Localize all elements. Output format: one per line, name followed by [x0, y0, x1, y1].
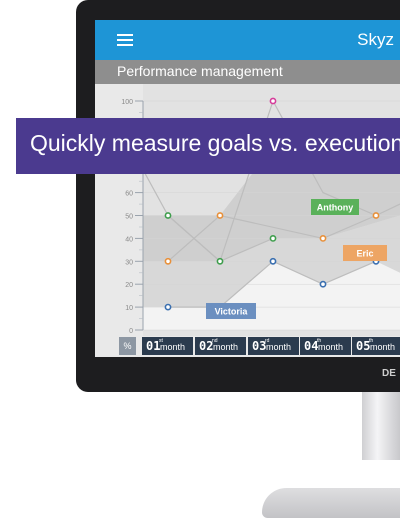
- series-label-box: [343, 245, 387, 261]
- month-word: month: [318, 342, 344, 352]
- series-label-box: [206, 303, 256, 319]
- app-bar: Skyz: [95, 20, 400, 60]
- brand-logo: Skyz: [357, 30, 394, 49]
- monitor-stand-neck: [362, 392, 400, 460]
- data-point: [319, 280, 327, 288]
- data-point: [319, 234, 327, 242]
- data-point: [269, 97, 277, 105]
- monitor-logo: DE: [382, 368, 396, 379]
- page-title: Performance management: [117, 63, 283, 79]
- y-tick-label: 0: [129, 328, 133, 335]
- menu-icon[interactable]: [117, 34, 133, 46]
- y-tick-label: 20: [125, 282, 133, 289]
- screen: Skyz Performance management 100908070605…: [95, 20, 400, 357]
- month-word: month: [370, 342, 396, 352]
- chart-points: [164, 97, 380, 311]
- month-suffix: nd: [212, 338, 218, 344]
- series-label: Anthony: [317, 203, 354, 213]
- month-number: 02: [199, 339, 214, 353]
- month-tab-5[interactable]: 05 th month: [352, 337, 400, 355]
- series-label-box: [311, 199, 359, 215]
- month-tab-2[interactable]: 02 nd month: [195, 337, 246, 355]
- month-number: 01: [146, 339, 161, 353]
- y-tick-label: 50: [125, 214, 133, 221]
- series-label: Eric: [356, 249, 373, 259]
- page-header: Performance management: [95, 60, 400, 84]
- y-tick-label: 100: [121, 99, 133, 106]
- month-suffix: th: [317, 338, 322, 344]
- data-point: [164, 257, 172, 265]
- data-point: [269, 257, 277, 265]
- headline-banner: Quickly measure goals vs. execution: [16, 118, 400, 174]
- month-tab-3[interactable]: 03 rd month: [248, 337, 299, 355]
- month-word: month: [266, 342, 292, 352]
- data-point: [164, 212, 172, 219]
- month-word: month: [160, 342, 186, 352]
- monitor-stand-base: [262, 488, 400, 518]
- data-point: [216, 257, 224, 265]
- month-word: month: [213, 342, 239, 352]
- y-tick-label: 40: [125, 236, 133, 243]
- month-number: 05: [356, 339, 371, 353]
- data-point: [164, 303, 172, 311]
- month-suffix: rd: [265, 338, 270, 344]
- y-tick-label: 10: [125, 305, 133, 312]
- series-label: Victoria: [215, 307, 249, 317]
- month-bar: % 01 st month 02 nd month 03 rd month 04…: [95, 336, 400, 357]
- y-tick-label: 30: [125, 259, 133, 266]
- month-number: 04: [304, 339, 319, 353]
- month-tab-4[interactable]: 04 th month: [300, 337, 351, 355]
- percent-unit-button[interactable]: %: [119, 337, 136, 355]
- data-point: [216, 212, 224, 219]
- data-point: [269, 234, 277, 242]
- month-suffix: th: [369, 338, 374, 344]
- month-tab-1[interactable]: 01 st month: [142, 337, 193, 355]
- headline-text: Quickly measure goals vs. execution: [30, 130, 400, 156]
- month-number: 03: [252, 339, 267, 353]
- month-suffix: st: [159, 338, 163, 344]
- y-tick-label: 60: [125, 191, 133, 198]
- chart-labels: Victoria Eric Anthony: [206, 199, 387, 319]
- data-point: [372, 212, 380, 219]
